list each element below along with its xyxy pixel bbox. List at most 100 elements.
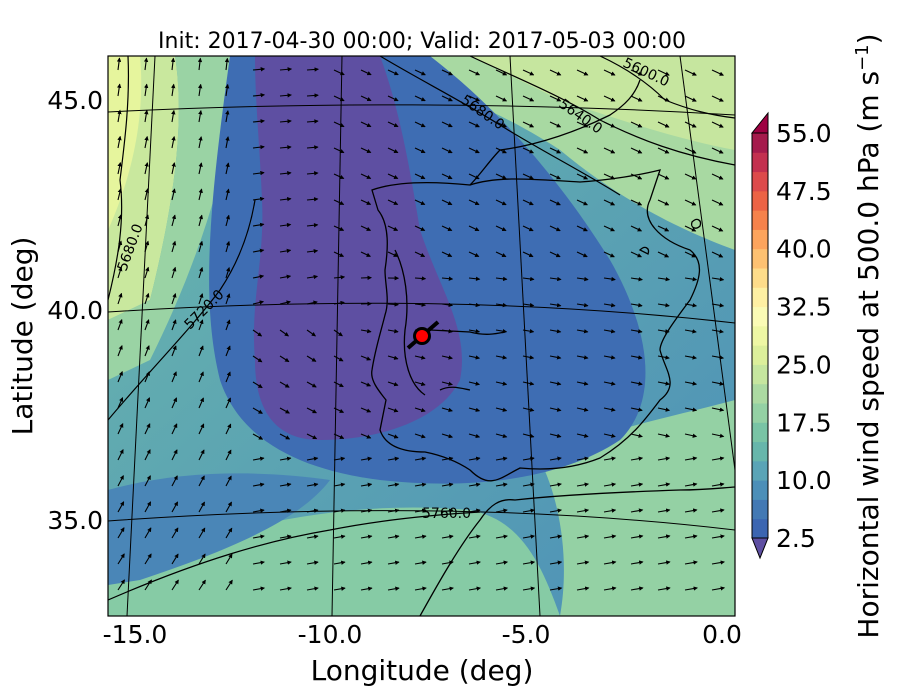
wind-vector-arrow <box>360 433 372 439</box>
wind-vector-arrow <box>711 534 725 539</box>
wind-vector-arrow <box>333 381 344 388</box>
wind-vector-arrow <box>144 162 149 175</box>
wind-vector-arrow <box>603 173 616 180</box>
wind-vector-arrow <box>117 109 122 123</box>
wind-vector-arrow <box>495 355 508 360</box>
wind-vector-arrow <box>684 95 697 102</box>
wind-vector-arrow <box>711 586 726 591</box>
wind-vector-arrow <box>603 251 615 258</box>
wind-vector-arrow <box>468 329 481 334</box>
wind-vector-arrow <box>252 381 263 389</box>
wind-vector-arrow <box>116 83 122 97</box>
wind-vector-arrow <box>630 482 644 487</box>
wind-vector-arrow <box>522 69 535 76</box>
wind-vector-arrow <box>306 248 319 254</box>
blue-band-southwest <box>108 473 330 585</box>
wind-vector-arrow <box>252 300 265 305</box>
wind-vector-arrow <box>468 433 481 439</box>
colorbar-band <box>752 171 768 192</box>
wind-vector-arrow <box>414 407 426 413</box>
wind-speed-fill <box>108 56 735 616</box>
wind-vector-arrow <box>468 173 480 180</box>
wind-vector-arrow <box>144 553 152 565</box>
wind-vector-arrow <box>224 57 230 71</box>
wind-vector-arrow <box>441 407 453 413</box>
wind-vector-arrow <box>387 534 400 539</box>
wind-vector-arrow <box>603 508 617 513</box>
wind-vector-arrow <box>414 147 426 154</box>
wind-vector-arrow <box>198 266 204 279</box>
wind-vector-arrow <box>576 534 590 539</box>
wind-vector-arrow <box>414 456 427 461</box>
wind-vector-arrow <box>468 302 481 308</box>
wind-vector-arrow <box>630 329 643 334</box>
wind-vector-arrow <box>549 508 563 513</box>
y-tick-label: 40.0 <box>47 296 103 325</box>
wind-vector-arrow <box>144 397 151 409</box>
wind-vector-arrow <box>414 121 426 128</box>
wind-vector-arrow <box>198 162 203 175</box>
wind-vector-arrow <box>576 251 588 258</box>
wind-vector-arrow <box>522 355 535 360</box>
wind-vector-arrow <box>306 119 319 124</box>
wind-vector-arrow <box>468 95 480 102</box>
wind-vector-arrow <box>522 147 534 154</box>
wind-vector-arrow <box>252 329 263 337</box>
contour-5760-south <box>108 511 481 601</box>
wind-vector-arrow <box>684 251 697 258</box>
wind-vector-arrow <box>630 303 643 308</box>
wind-vector-arrow <box>711 95 724 102</box>
wind-vector-arrow <box>387 199 399 205</box>
x-tick-label: -10.0 <box>298 620 363 649</box>
wind-vector-arrow <box>414 69 426 76</box>
wind-vector-arrow <box>495 147 507 154</box>
wind-vector-arrow <box>630 225 643 232</box>
wind-vector-arrow <box>522 433 535 439</box>
wind-vector-arrow <box>414 276 427 281</box>
wind-vector-arrow <box>684 329 697 334</box>
wind-vector-arrow <box>576 95 589 102</box>
wind-vector-arrow <box>117 214 123 227</box>
wind-vector-arrow <box>333 147 345 154</box>
wind-vector-arrow <box>630 560 644 565</box>
wind-vector-arrow <box>306 145 319 150</box>
location-marker-dot <box>413 327 431 345</box>
wind-vector-arrow <box>468 69 481 76</box>
wind-vector-arrow <box>468 199 480 206</box>
wind-vector-arrow <box>279 145 292 150</box>
wind-vector-arrow <box>468 251 480 257</box>
wind-vector-arrow <box>522 225 534 232</box>
wind-vector-arrow <box>468 482 481 487</box>
wind-vector-arrow <box>252 407 263 414</box>
wind-vector-arrow <box>495 456 508 461</box>
wind-vector-arrow <box>684 69 697 76</box>
wind-vector-arrow <box>684 482 698 487</box>
wind-vector-arrow <box>603 433 616 438</box>
wind-vector-arrow <box>522 560 536 565</box>
wind-vector-arrow <box>171 319 177 331</box>
wind-vector-arrow <box>252 170 265 176</box>
wind-vector-arrow <box>387 433 399 439</box>
wind-vector-arrow <box>279 119 292 124</box>
wind-vector-arrow <box>360 95 372 102</box>
wind-vector-arrow <box>306 171 319 176</box>
wind-vector-arrow <box>225 475 232 487</box>
wind-vector-arrow <box>252 196 265 202</box>
wind-vector-arrow <box>360 586 373 591</box>
wind-vector-arrow <box>549 381 562 386</box>
wind-vector-arrow <box>549 355 562 360</box>
wind-vector-arrow <box>387 355 399 360</box>
wind-vector-arrow <box>603 303 616 308</box>
wind-vector-arrow <box>198 553 206 565</box>
wind-vector-arrow <box>252 534 265 539</box>
wind-vector-arrow <box>468 534 481 539</box>
wind-vector-arrow <box>657 508 671 513</box>
wind-vector-arrow <box>711 199 724 206</box>
wind-vector-arrow <box>252 67 266 72</box>
wind-vector-arrow <box>333 407 345 413</box>
wind-vector-arrow <box>603 225 615 232</box>
wind-vector-arrow <box>198 136 203 149</box>
wind-vector-arrow <box>414 586 427 591</box>
wind-vector-arrow <box>630 586 644 591</box>
colorbar-extend-low <box>751 537 769 560</box>
